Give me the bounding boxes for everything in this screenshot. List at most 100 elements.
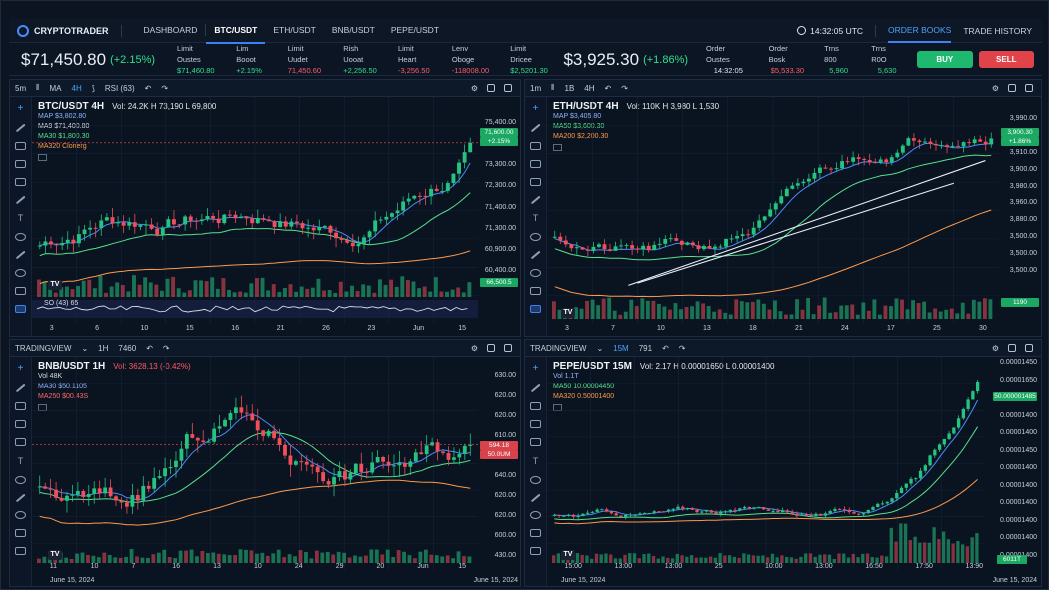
horizontal-lines-icon[interactable] bbox=[15, 401, 26, 410]
trendline-icon[interactable] bbox=[15, 123, 26, 132]
undo-icon[interactable]: ↶ bbox=[146, 343, 153, 353]
camera-icon[interactable] bbox=[504, 83, 512, 92]
zoom-icon[interactable] bbox=[15, 268, 26, 277]
nav-bnb-usdt[interactable]: BNB/USDT bbox=[331, 24, 375, 35]
horizontal-lines-icon[interactable] bbox=[530, 401, 541, 410]
camera-icon[interactable] bbox=[504, 343, 512, 352]
lock-drawing-icon[interactable] bbox=[530, 304, 541, 313]
brush-icon[interactable] bbox=[15, 195, 26, 204]
redo-icon[interactable]: ↷ bbox=[161, 83, 169, 93]
lock-drawing-icon[interactable] bbox=[15, 304, 26, 313]
interval-1b-button[interactable]: 1B bbox=[564, 83, 575, 93]
candles-icon[interactable]: ⫴ bbox=[36, 83, 40, 92]
candles-icon[interactable]: ⫴ bbox=[551, 83, 555, 92]
pattern-icon[interactable] bbox=[15, 159, 26, 168]
text-icon[interactable]: T bbox=[532, 213, 539, 223]
candlestick-chart[interactable] bbox=[32, 357, 478, 570]
brush-icon[interactable] bbox=[530, 195, 541, 204]
sell-button[interactable]: SELL bbox=[978, 51, 1034, 68]
chevron-down-icon[interactable]: ⌄ bbox=[596, 343, 604, 353]
fib-icon[interactable] bbox=[530, 177, 541, 186]
fullscreen-icon[interactable] bbox=[487, 343, 495, 352]
settings-icon[interactable]: ⚙ bbox=[470, 83, 478, 93]
settings-icon[interactable]: ⚙ bbox=[991, 343, 999, 353]
timeframe-button[interactable]: 1m bbox=[530, 83, 542, 93]
emoji-icon[interactable] bbox=[15, 233, 26, 241]
nav-eth-usdt[interactable]: ETH/USDT bbox=[273, 24, 316, 35]
candlestick-chart[interactable] bbox=[547, 97, 999, 324]
lock-icon[interactable] bbox=[530, 547, 541, 555]
settings-icon[interactable]: ⚙ bbox=[470, 343, 478, 353]
ruler-icon[interactable] bbox=[15, 250, 26, 259]
ruler-icon[interactable] bbox=[15, 493, 26, 502]
candlestick-chart[interactable] bbox=[547, 357, 985, 570]
trendline-icon[interactable] bbox=[530, 123, 541, 132]
camera-icon[interactable] bbox=[1025, 83, 1033, 92]
magnet-icon[interactable] bbox=[15, 529, 26, 537]
camera-icon[interactable] bbox=[1025, 343, 1033, 352]
settings-icon[interactable]: ⚙ bbox=[991, 83, 999, 93]
redo-icon[interactable]: ↷ bbox=[678, 343, 686, 353]
app-logo[interactable]: CRYPTOTRADER bbox=[17, 24, 109, 37]
crosshair-icon[interactable]: + bbox=[17, 363, 24, 374]
undo-icon[interactable]: ↶ bbox=[144, 83, 152, 93]
buy-button[interactable]: BUY bbox=[917, 51, 973, 68]
pattern-icon[interactable] bbox=[530, 159, 541, 168]
timeframe-button[interactable]: 5m bbox=[15, 83, 27, 93]
nav-btc-usdt[interactable]: BTC/USDT bbox=[206, 18, 266, 44]
candlestick-chart[interactable] bbox=[32, 97, 478, 324]
crosshair-icon[interactable]: + bbox=[532, 363, 539, 374]
pattern-icon[interactable] bbox=[15, 419, 26, 428]
lock-icon[interactable] bbox=[15, 547, 26, 555]
zoom-icon[interactable] bbox=[530, 268, 541, 277]
ruler-icon[interactable] bbox=[530, 250, 541, 259]
range-button[interactable]: 7460 bbox=[118, 343, 137, 353]
interval-4h-button[interactable]: 4H bbox=[71, 83, 82, 93]
magnet-icon[interactable] bbox=[530, 286, 541, 295]
crosshair-icon[interactable]: + bbox=[532, 103, 539, 114]
trendline-icon[interactable] bbox=[530, 383, 541, 392]
pattern-icon[interactable] bbox=[530, 419, 541, 428]
indicator-rsi-button[interactable]: RSI (63) bbox=[104, 83, 135, 93]
fib-icon[interactable] bbox=[15, 437, 26, 446]
text-icon[interactable]: T bbox=[532, 455, 539, 466]
emoji-icon[interactable] bbox=[15, 475, 26, 484]
interval-1h-button[interactable]: 1H bbox=[98, 343, 109, 353]
fib-icon[interactable] bbox=[530, 437, 541, 446]
text-icon[interactable]: T bbox=[17, 455, 24, 466]
horizontal-lines-icon[interactable] bbox=[530, 141, 541, 150]
interval-15m-button[interactable]: 15M bbox=[613, 343, 629, 353]
interval-4h-button[interactable]: 4H bbox=[584, 83, 595, 93]
magnet-icon[interactable] bbox=[530, 529, 541, 537]
tab-order-books[interactable]: ORDER BOOKS bbox=[888, 19, 952, 43]
chevron-down-icon[interactable]: ⌄ bbox=[81, 343, 89, 353]
ruler-icon[interactable] bbox=[530, 493, 541, 502]
undo-icon[interactable]: ↶ bbox=[604, 83, 612, 93]
collapse-legend-button[interactable] bbox=[38, 154, 47, 161]
tab-trade-history[interactable]: TRADE HISTORY bbox=[963, 25, 1032, 36]
emoji-icon[interactable] bbox=[530, 233, 541, 241]
fullscreen-icon[interactable] bbox=[1008, 83, 1016, 92]
compare-icon[interactable]: ⟆ bbox=[91, 83, 95, 93]
nav-dashboard[interactable]: DASHBOARD bbox=[143, 24, 198, 35]
indicator-ma-button[interactable]: MA bbox=[49, 83, 62, 93]
horizontal-lines-icon[interactable] bbox=[15, 141, 26, 150]
redo-icon[interactable]: ↷ bbox=[162, 343, 170, 353]
fib-icon[interactable] bbox=[15, 177, 26, 186]
crosshair-icon[interactable]: + bbox=[17, 103, 24, 114]
fullscreen-icon[interactable] bbox=[487, 83, 495, 92]
range-button[interactable]: 791 bbox=[638, 343, 653, 353]
fullscreen-icon[interactable] bbox=[1008, 343, 1016, 352]
magnet-icon[interactable] bbox=[15, 286, 26, 295]
collapse-legend-button[interactable] bbox=[553, 144, 562, 151]
emoji-icon[interactable] bbox=[530, 475, 541, 484]
text-icon[interactable]: T bbox=[17, 213, 24, 223]
zoom-icon[interactable] bbox=[530, 511, 541, 519]
undo-icon[interactable]: ↶ bbox=[662, 343, 669, 353]
zoom-icon[interactable] bbox=[15, 511, 26, 519]
trendline-icon[interactable] bbox=[15, 383, 26, 392]
volume-bar bbox=[418, 551, 423, 563]
nav-pepe-usdt[interactable]: PEPE/USDT bbox=[390, 24, 440, 35]
redo-icon[interactable]: ↷ bbox=[621, 83, 628, 93]
chart-legend: ETH/USDT 4H Vol: 110K H 3,980 L 1,530 MAP… bbox=[553, 102, 719, 154]
